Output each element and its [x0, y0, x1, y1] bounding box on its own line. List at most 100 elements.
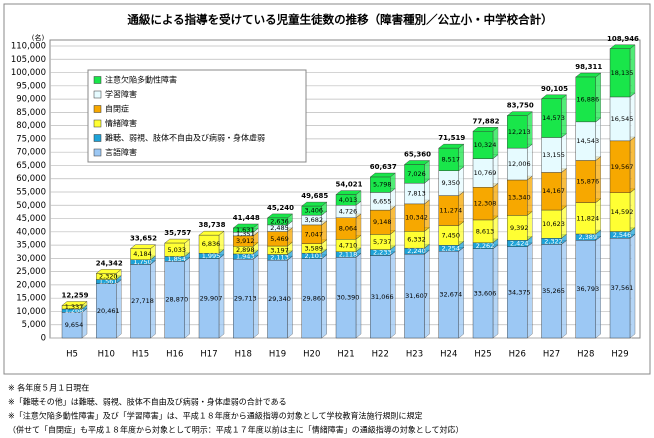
data-label: 2,898 [236, 246, 255, 254]
total-label: 98,311 [575, 63, 602, 71]
x-tick-label: H20 [303, 350, 320, 360]
x-tick-label: H23 [406, 350, 423, 360]
data-label: 2,485 [270, 224, 289, 232]
data-label: 20,461 [97, 307, 120, 315]
bar-segment [609, 48, 631, 98]
bar-segment [335, 194, 357, 206]
y-tick-label: 25,000 [16, 267, 46, 277]
legend-swatch [93, 119, 102, 128]
data-label: 6,655 [373, 197, 392, 205]
total-label: 35,757 [164, 229, 191, 237]
data-label: 1,943 [236, 253, 255, 261]
bar-segment [575, 76, 596, 123]
legend-label: 注意欠陥多動性障害 [105, 75, 177, 85]
data-label: 4,726 [339, 208, 358, 216]
data-label: 1,995 [202, 252, 221, 260]
data-label: 29,340 [268, 295, 291, 303]
data-label: 2,240 [407, 247, 426, 255]
data-label: 9,350 [441, 179, 460, 187]
data-label: 1,750 [133, 258, 152, 266]
y-tick-label: 35,000 [16, 241, 46, 251]
bar-segment [507, 115, 528, 149]
legend-label: 情緒障害 [105, 118, 137, 128]
legend-label: 難聴、弱視、肢体不自由及び病弱・身体虚弱 [105, 133, 265, 143]
data-label: 4,184 [133, 250, 152, 258]
data-label: 16,545 [611, 115, 634, 123]
data-label: 10,324 [474, 141, 497, 149]
data-label: 2,262 [476, 242, 495, 250]
data-label: 34,375 [508, 288, 531, 296]
data-label: 18,135 [611, 69, 634, 77]
x-tick-label: H19 [269, 350, 286, 360]
bar-segment [472, 131, 494, 159]
data-label: 2,322 [544, 237, 563, 245]
data-label: 2,113 [270, 253, 289, 261]
total-label: 77,882 [472, 117, 499, 125]
legend-swatch [93, 90, 102, 99]
data-label: 10,769 [474, 169, 497, 177]
y-tick-label: 100,000 [11, 68, 46, 78]
data-label: 35,265 [542, 287, 565, 295]
data-label: 3,912 [236, 237, 255, 245]
data-label: 3,682 [304, 216, 323, 224]
total-label: 45,240 [267, 204, 294, 212]
bar-segment [233, 227, 254, 233]
total-label: 60,637 [370, 163, 397, 171]
legend-label: 言語障害 [105, 147, 137, 157]
data-label: 29,907 [200, 294, 223, 302]
data-label: 1,268 [65, 307, 84, 315]
data-label: 4,013 [339, 196, 358, 204]
data-label: 5,798 [373, 181, 392, 189]
legend-label: 自閉症 [105, 104, 129, 114]
data-label: 30,390 [337, 294, 360, 302]
y-tick-label: 75,000 [16, 134, 46, 144]
bar-segment [541, 98, 562, 138]
data-label: 11,824 [576, 214, 599, 222]
total-label: 83,750 [507, 102, 534, 110]
data-label: 12,308 [474, 200, 497, 208]
data-label: 5,737 [373, 238, 392, 246]
data-label: 13,340 [508, 194, 531, 202]
legend-label: 学習障害 [105, 89, 137, 99]
bar-segment [301, 205, 322, 216]
data-label: 10,623 [542, 220, 565, 228]
data-label: 29,860 [302, 294, 325, 302]
y-tick-label: 60,000 [16, 174, 46, 184]
data-label: 10,342 [405, 214, 428, 222]
data-label: 33,606 [474, 289, 497, 297]
data-label: 7,450 [441, 231, 460, 239]
bar-segment [370, 176, 391, 193]
data-label: 2,636 [270, 217, 289, 225]
legend-swatch [93, 105, 102, 113]
y-tick-label: 20,000 [16, 280, 46, 290]
data-label: 29,713 [234, 295, 257, 303]
x-tick-label: H27 [543, 350, 560, 360]
y-tick-label: 105,000 [11, 55, 46, 65]
bar-segment [404, 164, 425, 184]
y-tick-label: 10,000 [16, 307, 46, 317]
x-tick-label: H29 [611, 350, 628, 360]
footnote: ※「注意欠陥多動性障害」及び「学習障害」は、平成１８年度から通級指導の対象として… [8, 411, 422, 421]
y-tick-label: 5,000 [22, 320, 46, 330]
data-label: 28,870 [165, 296, 188, 304]
x-tick-label: H25 [474, 350, 491, 360]
data-label: 6,836 [202, 240, 221, 248]
data-label: 7,047 [304, 230, 323, 238]
data-label: 9,148 [373, 218, 392, 226]
data-label: 4,710 [339, 241, 358, 249]
bar-segment [164, 242, 185, 257]
y-tick-label: 110,000 [11, 42, 46, 52]
x-tick-label: H17 [200, 350, 217, 360]
data-label: 2,118 [339, 251, 358, 259]
x-tick-label: H18 [235, 350, 252, 360]
data-label: 1,631 [236, 226, 255, 234]
data-label: 19,567 [611, 163, 634, 171]
bar-segment [198, 234, 220, 254]
data-label: 36,793 [576, 285, 599, 293]
data-label: 2,424 [510, 240, 529, 248]
data-label: 11,274 [439, 207, 462, 215]
data-label: 1,854 [167, 255, 186, 263]
x-tick-label: H24 [440, 350, 457, 360]
data-label: 14,543 [576, 137, 599, 145]
